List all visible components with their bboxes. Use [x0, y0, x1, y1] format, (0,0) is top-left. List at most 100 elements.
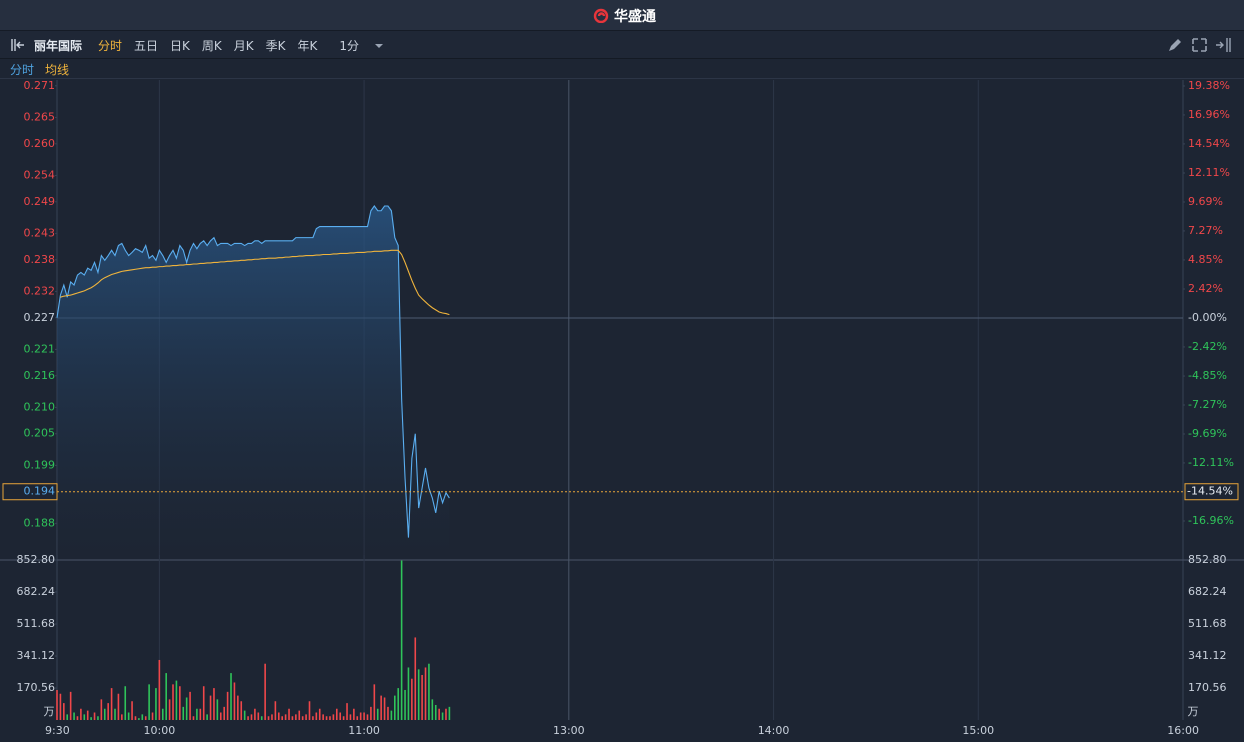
volume-bar: [428, 663, 430, 720]
y2-tick-label: 16.96%: [1188, 108, 1230, 121]
y-tick-label: 0.260: [24, 137, 56, 150]
volume-bar: [63, 703, 65, 720]
period-tab[interactable]: 周K: [201, 39, 222, 53]
volume-bar: [121, 714, 123, 720]
volume-bar: [182, 706, 185, 720]
volume-bar: [434, 704, 437, 720]
volume-bar: [199, 708, 202, 720]
volume-bar: [359, 712, 362, 720]
volume-bar: [332, 714, 335, 720]
volume-bar: [59, 693, 62, 720]
volume-bar: [76, 716, 79, 720]
volume-bar: [411, 678, 413, 720]
legend-entry: 分时: [10, 63, 35, 77]
volume-bar: [417, 669, 420, 720]
volume-bar: [192, 716, 195, 720]
volume-bar: [83, 714, 86, 720]
x-tick-label: 15:00: [962, 724, 994, 737]
volume-tick-label: 852.80: [17, 553, 56, 566]
volume-bar: [117, 693, 120, 720]
volume-tick-label-right: 682.24: [1188, 585, 1227, 598]
volume-bar: [390, 710, 393, 720]
volume-tick-label: 341.12: [17, 649, 56, 662]
volume-bar: [335, 708, 338, 720]
volume-tick-label-right: 511.68: [1188, 617, 1227, 630]
edit-icon[interactable]: [1169, 39, 1181, 51]
volume-bar: [196, 708, 198, 720]
period-tab[interactable]: 五日: [134, 39, 159, 53]
volume-bar: [131, 701, 133, 720]
volume-bar: [312, 716, 314, 720]
x-tick-label: 16:00: [1167, 724, 1199, 737]
volume-bar: [202, 686, 205, 720]
period-tab[interactable]: 日K: [170, 39, 190, 53]
price-area: [57, 205, 450, 555]
volume-bar: [206, 714, 208, 720]
volume-bar: [376, 708, 379, 720]
volume-tick-label: 682.24: [17, 585, 56, 598]
top-bar: 华盛通: [0, 0, 1244, 31]
volume-bar: [148, 684, 150, 720]
y2-tick-label: 7.27%: [1188, 224, 1223, 237]
volume-bar: [172, 684, 174, 720]
volume-bar: [397, 688, 400, 720]
brand-icon: [593, 8, 609, 23]
volume-tick-label-right: 170.56: [1188, 681, 1227, 694]
period-tab[interactable]: 1分: [339, 39, 360, 53]
stock-name: 丽年国际: [34, 39, 83, 53]
expand-icon[interactable]: [1216, 38, 1231, 52]
volume-bar: [257, 712, 260, 720]
dropdown-arrow[interactable]: [372, 39, 386, 53]
volume-bar: [243, 710, 246, 720]
period-tab[interactable]: 分时: [98, 39, 123, 53]
y2-tick-label: 19.38%: [1188, 79, 1230, 92]
volume-bar: [165, 673, 167, 720]
y2-tick-label: -12.11%: [1188, 456, 1234, 469]
volume-bar: [322, 714, 324, 720]
volume-bar: [168, 699, 171, 720]
volume-bar: [353, 708, 355, 720]
volume-bar: [216, 699, 219, 720]
average-line: [60, 249, 450, 316]
volume-bar: [380, 695, 382, 720]
volume-bar: [219, 712, 222, 720]
y-tick-label: 0.243: [24, 226, 56, 239]
volume-bar: [103, 708, 106, 720]
volume-bar: [240, 701, 243, 720]
volume-bar: [373, 684, 376, 720]
y-tick-label: 0.188: [24, 516, 56, 529]
volume-bar: [114, 708, 116, 720]
volume-bar: [134, 716, 137, 720]
period-tab[interactable]: 月K: [233, 39, 254, 53]
last-price-label: 0.194: [24, 485, 56, 498]
volume-tick-label: 170.56: [17, 681, 56, 694]
volume-bar: [161, 708, 164, 720]
y-tick-label: 0.210: [24, 400, 56, 413]
x-tick-label: 10:00: [144, 724, 176, 737]
collapse-icon[interactable]: [10, 38, 30, 52]
volume-bar: [158, 659, 161, 720]
volume-bar: [69, 691, 72, 720]
volume-bar: [308, 701, 311, 720]
volume-bar: [421, 674, 423, 720]
period-tab[interactable]: 年K: [297, 39, 318, 53]
y-tick-label: 0.199: [24, 458, 56, 471]
volume-bar: [93, 712, 96, 720]
y2-tick-label: 12.11%: [1188, 166, 1230, 179]
volume-bar: [250, 714, 253, 720]
fullscreen-icon[interactable]: [1192, 38, 1207, 52]
volume-bar: [185, 697, 188, 720]
volume-bar: [301, 716, 304, 720]
volume-bar: [80, 708, 82, 720]
y-tick-label: 0.271: [24, 79, 56, 92]
volume-unit-right: 万: [1188, 705, 1199, 718]
volume-bar: [407, 667, 410, 720]
volume-bar: [144, 716, 147, 720]
period-tab[interactable]: 季K: [265, 39, 286, 53]
y-tick-label: 0.238: [24, 253, 56, 266]
x-tick-label: 13:00: [553, 724, 585, 737]
volume-bar: [124, 686, 127, 720]
volume-bar: [383, 697, 386, 720]
volume-bar: [387, 706, 389, 720]
